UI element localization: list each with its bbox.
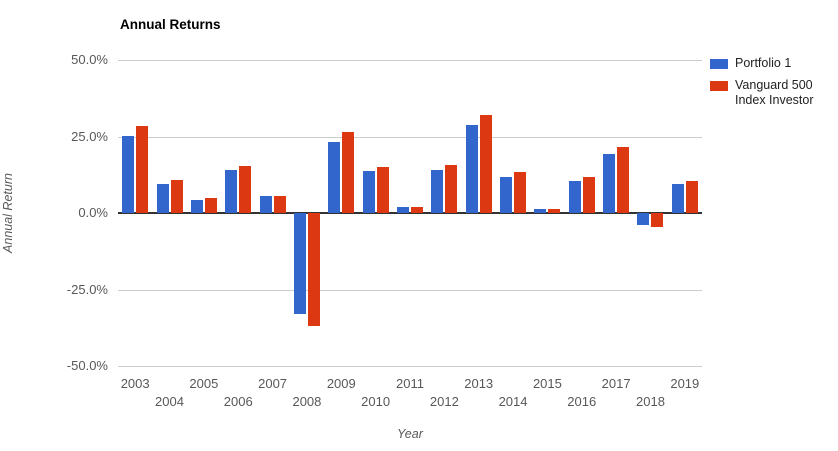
legend: Portfolio 1 Vanguard 500 Index Investor bbox=[710, 56, 832, 115]
bar-2003-portfolio-1[interactable] bbox=[122, 135, 135, 213]
x-axis-zero-line bbox=[118, 212, 702, 214]
y-tick-label-50.0%: 50.0% bbox=[71, 52, 108, 67]
x-tick-label-2008: 2008 bbox=[292, 394, 322, 409]
bar-2015-vanguard-500-index-investor[interactable] bbox=[548, 209, 561, 213]
x-tick-label-2013: 2013 bbox=[464, 376, 494, 391]
bar-2009-vanguard-500-index-investor[interactable] bbox=[342, 131, 355, 213]
legend-item-vanguard-500-index-investor: Vanguard 500 Index Investor bbox=[710, 78, 832, 108]
y-tick-label-25.0%: 25.0% bbox=[71, 128, 108, 144]
bar-2019-vanguard-500-index-investor[interactable] bbox=[685, 180, 698, 213]
x-tick-label-2015: 2015 bbox=[532, 376, 562, 391]
bar-2008-portfolio-1[interactable] bbox=[293, 213, 306, 314]
x-tick-label-2019: 2019 bbox=[670, 376, 700, 391]
bar-2007-portfolio-1[interactable] bbox=[259, 195, 272, 213]
legend-swatch-icon bbox=[710, 59, 728, 69]
gridline-50.0% bbox=[118, 60, 702, 61]
bar-2014-portfolio-1[interactable] bbox=[500, 176, 513, 213]
bar-2010-vanguard-500-index-investor[interactable] bbox=[376, 167, 389, 213]
y-tick-label--50.0%: -50.0% bbox=[66, 358, 108, 373]
legend-label: Portfolio 1 bbox=[735, 56, 792, 70]
bar-2007-vanguard-500-index-investor[interactable] bbox=[273, 196, 286, 213]
y-axis-title: Annual Return bbox=[1, 173, 15, 253]
legend-swatch-icon bbox=[710, 81, 728, 91]
x-axis-title: Year bbox=[397, 427, 423, 441]
bar-2011-portfolio-1[interactable] bbox=[397, 206, 409, 213]
x-tick-label-2009: 2009 bbox=[326, 376, 356, 391]
x-tick-label-2003: 2003 bbox=[120, 376, 150, 391]
x-tick-label-2018: 2018 bbox=[636, 394, 665, 409]
x-tick-label-2017: 2017 bbox=[601, 376, 631, 391]
gridline--50.0% bbox=[118, 366, 702, 367]
bar-2016-portfolio-1[interactable] bbox=[568, 180, 581, 213]
y-tick-label-0.0%: 0.0% bbox=[78, 205, 108, 220]
bar-2006-vanguard-500-index-investor[interactable] bbox=[239, 165, 252, 213]
x-tick-label-2011: 2011 bbox=[396, 376, 424, 391]
bar-2018-vanguard-500-index-investor[interactable] bbox=[651, 213, 664, 227]
gridline-25.0% bbox=[118, 136, 702, 138]
legend-item-portfolio-1: Portfolio 1 bbox=[710, 56, 832, 71]
x-tick-label-2004: 2004 bbox=[155, 394, 184, 409]
bar-2017-portfolio-1[interactable] bbox=[603, 154, 616, 213]
bar-2004-vanguard-500-index-investor[interactable] bbox=[170, 180, 183, 213]
bar-2006-portfolio-1[interactable] bbox=[225, 169, 238, 213]
bar-2003-vanguard-500-index-investor[interactable] bbox=[136, 125, 149, 213]
bar-2008-vanguard-500-index-investor[interactable] bbox=[307, 213, 320, 327]
x-tick-label-2006: 2006 bbox=[223, 394, 253, 409]
bar-2016-vanguard-500-index-investor[interactable] bbox=[582, 177, 595, 213]
bar-2010-portfolio-1[interactable] bbox=[362, 170, 375, 213]
gridline--25.0% bbox=[118, 289, 702, 291]
x-tick-label-2007: 2007 bbox=[258, 376, 288, 391]
y-tick-label--25.0%: -25.0% bbox=[66, 281, 108, 297]
bar-2014-vanguard-500-index-investor[interactable] bbox=[514, 171, 527, 213]
x-tick-label-2010: 2010 bbox=[361, 394, 391, 409]
bar-2004-portfolio-1[interactable] bbox=[156, 183, 169, 213]
x-tick-label-2016: 2016 bbox=[567, 394, 597, 409]
bar-2012-vanguard-500-index-investor[interactable] bbox=[445, 164, 458, 213]
bar-2013-portfolio-1[interactable] bbox=[465, 124, 478, 213]
bar-2005-portfolio-1[interactable] bbox=[190, 199, 203, 213]
bar-2005-vanguard-500-index-investor[interactable] bbox=[204, 198, 217, 213]
x-tick-label-2005: 2005 bbox=[189, 376, 219, 391]
bar-2009-portfolio-1[interactable] bbox=[328, 141, 341, 213]
bar-2019-portfolio-1[interactable] bbox=[671, 183, 684, 213]
chart-title: Annual Returns bbox=[120, 17, 221, 32]
bar-2018-portfolio-1[interactable] bbox=[637, 213, 650, 225]
bar-2011-vanguard-500-index-investor[interactable] bbox=[411, 206, 423, 213]
x-tick-label-2012: 2012 bbox=[429, 394, 459, 409]
bar-2012-portfolio-1[interactable] bbox=[431, 169, 444, 213]
plot-area bbox=[118, 60, 702, 367]
legend-label: Vanguard 500 Index Investor bbox=[735, 78, 814, 107]
bar-2017-vanguard-500-index-investor[interactable] bbox=[617, 146, 630, 213]
bar-2013-vanguard-500-index-investor[interactable] bbox=[479, 114, 492, 213]
x-tick-label-2014: 2014 bbox=[498, 394, 528, 409]
bar-2015-portfolio-1[interactable] bbox=[534, 209, 547, 213]
